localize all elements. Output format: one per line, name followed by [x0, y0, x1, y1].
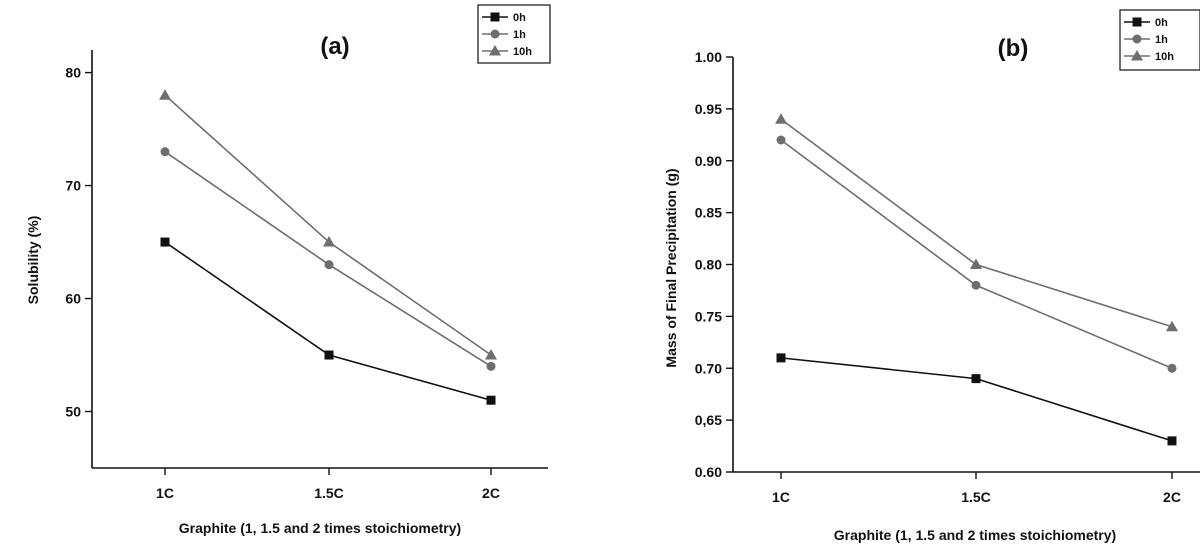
- y-tick-label: 80: [65, 65, 81, 81]
- chart-title: (b): [998, 35, 1029, 62]
- legend-marker-1h: [1132, 34, 1142, 44]
- y-tick-label: 0.95: [695, 101, 722, 117]
- data-point-1h: [776, 135, 786, 145]
- legend-label-1h: 1h: [1155, 34, 1168, 46]
- legend: 0h 1h 10h: [1119, 9, 1200, 71]
- x-tick-label: 1.5C: [314, 485, 344, 501]
- x-tick-label: 1C: [156, 485, 174, 501]
- series-line-10h: [780, 118, 1173, 328]
- chart-panel-a: 50 60 70 80 1C 1.5C 2C (a) Graphite (1, 1.5 and …: [25, 4, 551, 536]
- data-point-1h: [971, 280, 981, 290]
- data-point-10h: [775, 113, 787, 124]
- y-tick-label: 0.70: [695, 360, 722, 376]
- y-tick-label: 0.90: [695, 153, 722, 169]
- data-point-10h: [970, 258, 982, 269]
- legend: 0h 1h 10h: [477, 4, 551, 64]
- x-axis-label: Graphite (1, 1.5 and 2 times stoichiomet…: [179, 520, 461, 536]
- data-point-10h: [323, 236, 335, 247]
- y-tick-label: 1.00: [695, 49, 722, 65]
- chart-panel-b: 0.60 0,65 0.70 0.75 0.80 0.85 0.90 0.95 1.00 1C 1.…: [663, 9, 1200, 543]
- data-point-10h: [485, 349, 497, 360]
- legend-marker-0h: [1132, 17, 1142, 27]
- series-line-10h: [164, 94, 492, 356]
- x-tick-label: 2C: [1163, 489, 1181, 505]
- legend-marker-10h: [1131, 50, 1143, 61]
- data-point-1h: [486, 361, 496, 371]
- legend-label-1h: 1h: [513, 29, 526, 41]
- data-point-1h: [160, 147, 170, 157]
- y-tick-label: 0.80: [695, 257, 722, 273]
- y-axis-label: Solubility (%): [25, 216, 41, 305]
- chart-title: (a): [320, 33, 349, 60]
- data-point-10h: [159, 89, 171, 100]
- data-point-0h: [486, 395, 496, 405]
- data-point-0h: [971, 374, 981, 384]
- x-tick-label: 1C: [772, 489, 790, 505]
- y-tick-label: 0,65: [695, 412, 722, 428]
- series-line-0h: [780, 357, 1173, 442]
- legend-label-0h: 0h: [513, 12, 526, 24]
- y-tick-label: 50: [65, 404, 81, 420]
- y-axis-label: Mass of Final Precipitation (g): [663, 168, 679, 367]
- data-point-0h: [160, 237, 170, 247]
- data-point-0h: [776, 353, 786, 363]
- legend-label-0h: 0h: [1155, 17, 1168, 29]
- x-tick-label: 1.5C: [961, 489, 991, 505]
- y-tick-label: 70: [65, 178, 81, 194]
- legend-label-10h: 10h: [513, 46, 532, 58]
- y-tick-label: 0.75: [695, 308, 722, 324]
- data-point-0h: [1167, 436, 1177, 446]
- series-line-1h: [780, 139, 1173, 369]
- legend-marker-10h: [489, 45, 501, 56]
- legend-marker-0h: [490, 12, 500, 22]
- data-point-1h: [324, 260, 334, 270]
- legend-label-10h: 10h: [1155, 51, 1174, 63]
- series-line-1h: [164, 151, 492, 368]
- y-tick-label: 0.85: [695, 205, 722, 221]
- data-point-10h: [1166, 320, 1178, 332]
- data-point-0h: [324, 350, 334, 360]
- data-point-1h: [1167, 363, 1177, 373]
- legend-marker-1h: [490, 29, 500, 39]
- x-axis-label: Graphite (1, 1.5 and 2 times stoichiomet…: [834, 527, 1116, 543]
- y-tick-label: 60: [65, 291, 81, 307]
- y-tick-label: 0.60: [695, 464, 722, 480]
- x-tick-label: 2C: [482, 485, 500, 501]
